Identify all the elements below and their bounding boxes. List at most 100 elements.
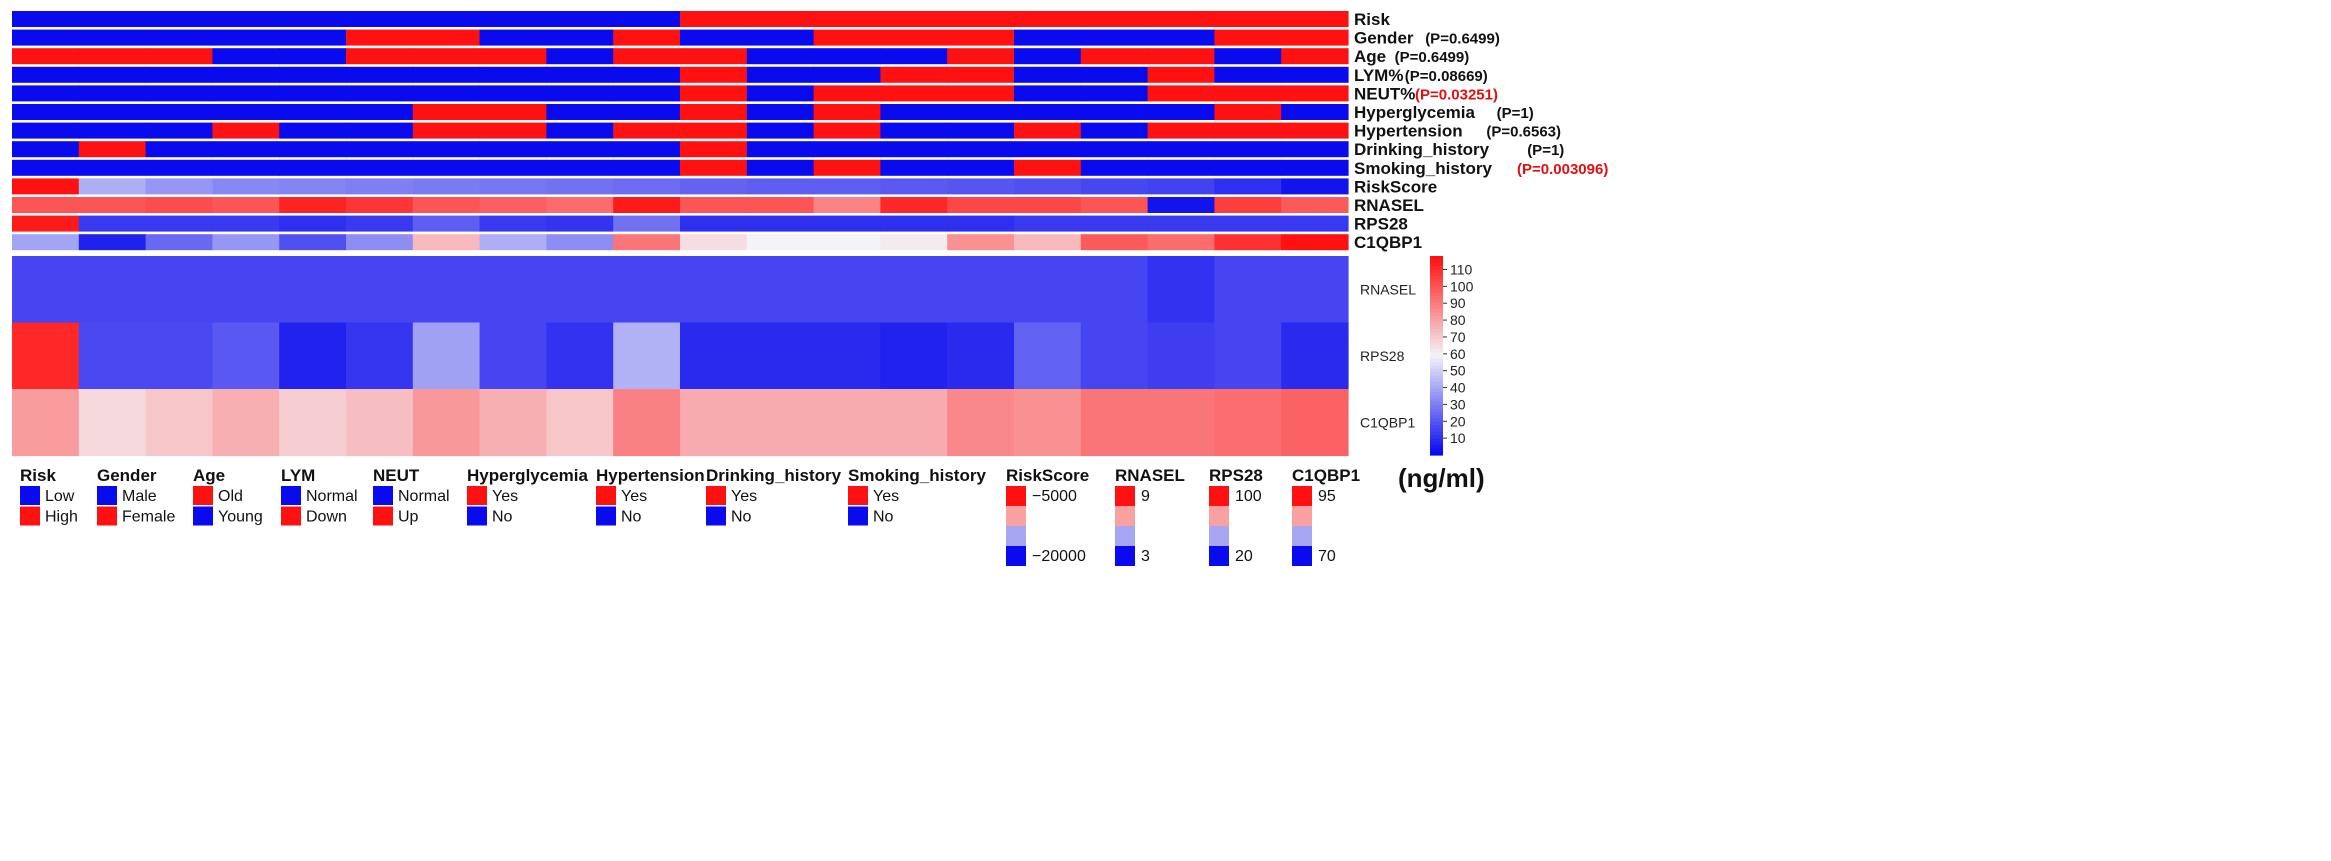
track-cell (813, 234, 881, 251)
track-cell (145, 48, 213, 65)
scale-gradient-step (1430, 302, 1443, 307)
track-cell (12, 85, 80, 102)
track-cell (145, 85, 213, 102)
track-cell (680, 141, 748, 158)
legend-item-label: No (621, 509, 642, 526)
scale-tick-label: 110 (1450, 261, 1473, 277)
gradient-legend-bottom-label: 20 (1235, 548, 1253, 565)
track-cell (212, 48, 280, 65)
track-cell (1281, 104, 1349, 120)
scale-gradient-step (1430, 292, 1443, 297)
track-cell (279, 85, 347, 102)
legend-item-label: Down (306, 509, 347, 526)
track-cell (412, 234, 481, 251)
gradient-legend-swatch (1115, 526, 1135, 546)
heatmap-cell (212, 389, 280, 457)
track-cell (212, 141, 280, 158)
track-cell (479, 48, 547, 65)
scale-gradient-step (1430, 375, 1443, 380)
track-cell (746, 104, 815, 120)
track-cell (813, 66, 881, 83)
track-cell (479, 197, 547, 213)
track-cell (1080, 159, 1149, 176)
track-cell (746, 178, 815, 195)
track-cell (613, 178, 681, 195)
track-cell (546, 178, 614, 195)
track-cell (12, 215, 80, 232)
gradient-legend-swatch (1209, 546, 1229, 566)
track-cell (145, 122, 213, 139)
gradient-legend-bottom-label: 3 (1141, 548, 1150, 565)
track-cell (1214, 215, 1282, 232)
track-cell (1214, 159, 1282, 176)
legend-swatch (467, 486, 487, 505)
scale-tick-label: 40 (1450, 380, 1466, 396)
track-cell (145, 159, 213, 176)
scale-gradient-step (1430, 441, 1443, 446)
legend-title: Age (193, 466, 225, 485)
track-cell (613, 48, 681, 65)
track-cell (546, 215, 614, 232)
scale-gradient-step (1430, 425, 1443, 430)
track-cell (746, 122, 815, 139)
track-cell (546, 85, 614, 102)
track-cell (78, 197, 147, 213)
track-cell (947, 29, 1015, 46)
track-cell (947, 122, 1015, 139)
legend-item-label: Yes (492, 488, 518, 505)
track-label: RiskScore (1354, 177, 1437, 196)
gradient-legend-bottom-label: −20000 (1032, 548, 1086, 565)
track-cell (346, 159, 414, 176)
gradient-legend-title: RNASEL (1115, 466, 1185, 485)
track-cell (880, 141, 948, 158)
legend-swatch (596, 506, 616, 526)
heatmap-cell (1214, 256, 1282, 324)
track-label: Age (1354, 47, 1386, 66)
track-cell (613, 29, 681, 46)
legend-swatch (97, 506, 117, 526)
track-cell (1214, 122, 1282, 139)
heatmap-cell (546, 256, 614, 324)
legend-item-label: No (873, 509, 894, 526)
track-cell (880, 11, 948, 27)
scale-gradient-step (1430, 385, 1443, 390)
track-cell (880, 234, 948, 251)
legend-item-label: Yes (731, 488, 757, 505)
legend-swatch (467, 506, 487, 526)
track-cell (1147, 29, 1215, 46)
heatmap-cell (212, 322, 280, 390)
scale-gradient-step (1430, 272, 1443, 277)
track-cell (546, 122, 614, 139)
track-label: Hyperglycemia (1354, 103, 1475, 122)
track-cell (613, 104, 681, 120)
gradient-legend-swatch (1115, 506, 1135, 526)
scale-gradient-step (1430, 362, 1443, 367)
track-cell (546, 234, 614, 251)
heatmap-cell (947, 389, 1015, 457)
gradient-legend-swatch (1292, 486, 1312, 506)
legend-title: Drinking_history (706, 466, 842, 485)
track-cell (680, 178, 748, 195)
legend-swatch (848, 486, 868, 505)
track-cell (145, 197, 213, 213)
track-cell (613, 141, 681, 158)
heatmap-cell (1014, 389, 1082, 457)
track-cell (947, 85, 1015, 102)
track-cell (346, 215, 414, 232)
track-cell (1014, 122, 1082, 139)
gradient-legend-swatch (1292, 526, 1312, 546)
track-cell (613, 122, 681, 139)
track-cell (1281, 215, 1349, 232)
track-cell (746, 29, 815, 46)
track-cell (412, 66, 481, 83)
heatmap-cell (813, 256, 881, 324)
track-cell (746, 215, 815, 232)
heatmap-cell (1281, 322, 1349, 390)
heatmap-cell (813, 322, 881, 390)
track-cell (1147, 159, 1215, 176)
scale-gradient-step (1430, 342, 1443, 347)
legend-item-label: High (45, 509, 78, 526)
gradient-legend-swatch (1006, 546, 1026, 566)
legend-swatch (848, 506, 868, 526)
